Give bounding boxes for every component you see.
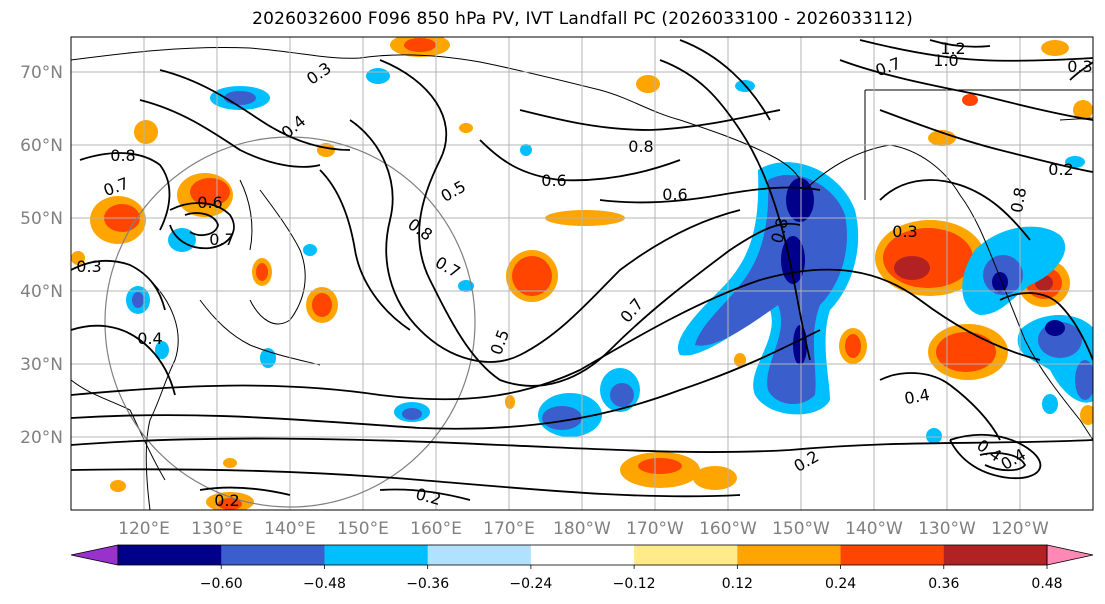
- colorbar-tick-label: −0.60: [200, 576, 243, 592]
- contour-label: 0.7: [209, 230, 234, 249]
- colorbar-min-extension: [70, 544, 119, 566]
- contour-label: 0.3: [76, 257, 101, 276]
- colorbar-tick-label: 0.36: [928, 576, 959, 592]
- longitude-label: 150°W: [772, 519, 830, 539]
- gridlines: [71, 37, 1093, 510]
- colorbar-bin: [737, 545, 842, 565]
- negative-anomaly-blob: [394, 368, 640, 437]
- latitude-label: 20°N: [20, 428, 63, 448]
- positive-anomaly-blob: [177, 173, 233, 217]
- longitude-label: 140°W: [845, 519, 903, 539]
- latitude-label: 50°N: [20, 209, 63, 229]
- positive-anomaly-blob: [306, 287, 338, 323]
- latitude-label: 30°N: [20, 355, 63, 375]
- longitude-label: 180°W: [553, 519, 611, 539]
- positive-anomaly-blob: [252, 258, 272, 286]
- longitude-label: 130°W: [918, 519, 976, 539]
- colorbar-bin: [427, 545, 532, 565]
- longitude-label: 150°E: [337, 519, 389, 539]
- contour-label: 0.8: [628, 137, 653, 156]
- positive-anomaly-blob: [390, 37, 450, 57]
- contour-label: 0.6: [662, 185, 687, 204]
- negative-anomaly-blob: [126, 68, 1085, 444]
- colorbar-bin: [530, 545, 635, 565]
- contour-label: 0.3: [1067, 57, 1092, 76]
- pv-contours: [71, 39, 1093, 501]
- shading-layer: [71, 37, 1093, 510]
- negative-anomaly-blob: [678, 162, 859, 415]
- colorbar-tick-label: −0.36: [406, 576, 449, 592]
- longitude-label: 120°W: [991, 519, 1049, 539]
- positive-anomaly-blob: [839, 328, 867, 364]
- latitude-label: 40°N: [20, 282, 63, 302]
- contour-label: 0.8: [110, 146, 135, 165]
- positive-anomaly-blob: [875, 220, 985, 296]
- colorbar-tick-label: −0.12: [613, 576, 656, 592]
- colorbar-tick-label: −0.48: [303, 576, 346, 592]
- colorbar-bin: [634, 545, 738, 565]
- colorbar-tick-label: 0.24: [825, 576, 856, 592]
- longitude-label: 140°E: [264, 519, 316, 539]
- contour-label: 1.2: [940, 39, 965, 58]
- coastlines: [71, 46, 1093, 510]
- latitude-label: 70°N: [20, 63, 63, 83]
- longitude-label: 170°E: [483, 519, 535, 539]
- colorbar: [70, 544, 1094, 566]
- positive-anomaly-blob: [506, 250, 558, 302]
- colorbar-tick-label: −0.24: [509, 576, 552, 592]
- map-border: [70, 36, 1094, 511]
- colorbar-bin: [324, 545, 429, 565]
- longitude-label: 120°E: [118, 519, 170, 539]
- colorbar-tick-label: 0.48: [1031, 576, 1062, 592]
- contour-label: 0.4: [903, 385, 931, 408]
- positive-anomaly-blob: [71, 40, 1093, 492]
- latitude-labels: 70°N 60°N 50°N 40°N 30°N 20°N: [20, 63, 63, 448]
- contour-label: 0.4: [137, 329, 162, 348]
- longitude-labels: 120°E 130°E 140°E 150°E 160°E 170°E 180°W 170°W…: [118, 519, 1049, 539]
- longitude-label: 160°E: [410, 519, 462, 539]
- longitude-label: 160°W: [699, 519, 757, 539]
- colorbar-bin: [943, 545, 1048, 565]
- contour-label: 0.2: [1048, 160, 1073, 179]
- negative-anomaly-blob: [1017, 315, 1093, 403]
- colorbar-tick-label: 0.12: [722, 576, 753, 592]
- latitude-label: 60°N: [20, 136, 63, 156]
- positive-anomaly-blob: [90, 196, 146, 244]
- contour-label: 0.6: [197, 193, 222, 212]
- contour-label: 0.6: [541, 171, 566, 190]
- contour-label: 0.8: [1007, 186, 1030, 214]
- contour-label: 0.3: [892, 222, 917, 241]
- colorbar-bin: [118, 545, 222, 565]
- colorbar-bin: [840, 545, 945, 565]
- longitude-label: 130°E: [191, 519, 243, 539]
- contour-label: 0.2: [214, 491, 239, 510]
- colorbar-outline: [117, 544, 1048, 566]
- map-title: 2026032600 F096 850 hPa PV, IVT Landfall…: [252, 9, 913, 29]
- positive-anomaly-blob: [206, 492, 254, 510]
- positive-anomaly-blob: [620, 452, 737, 490]
- colorbar-tick-labels: −0.60 −0.48 −0.36 −0.24 −0.12 0.12 0.24 0.36 0.4…: [200, 565, 1063, 592]
- colorbar-bin: [221, 545, 325, 565]
- contour-label: 1.0: [933, 51, 958, 70]
- colorbar-max-extension: [1046, 544, 1094, 566]
- longitude-label: 170°W: [626, 519, 684, 539]
- positive-anomaly-blob: [928, 324, 1008, 380]
